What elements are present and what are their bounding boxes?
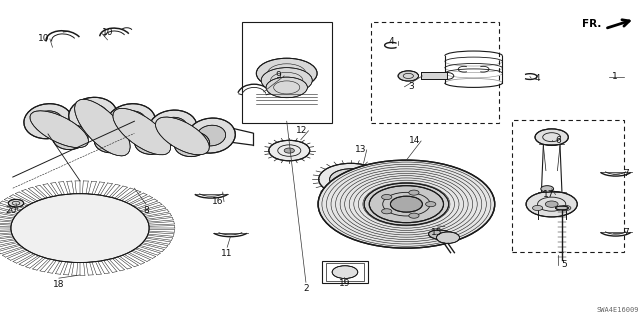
- Text: 8: 8: [143, 206, 148, 215]
- Ellipse shape: [182, 137, 202, 151]
- Circle shape: [532, 205, 543, 211]
- Circle shape: [526, 191, 577, 217]
- Circle shape: [136, 119, 145, 124]
- Circle shape: [436, 232, 460, 243]
- Circle shape: [369, 186, 444, 223]
- Circle shape: [266, 77, 307, 98]
- Ellipse shape: [75, 99, 130, 156]
- Circle shape: [261, 68, 312, 93]
- Text: 9: 9: [275, 71, 280, 80]
- Circle shape: [364, 183, 449, 225]
- Text: 3: 3: [408, 82, 413, 91]
- Circle shape: [8, 199, 24, 207]
- Circle shape: [54, 241, 67, 248]
- Circle shape: [319, 163, 383, 195]
- Text: 7: 7: [623, 228, 628, 237]
- Circle shape: [284, 148, 294, 153]
- Circle shape: [11, 194, 149, 263]
- Circle shape: [409, 213, 419, 218]
- Circle shape: [93, 208, 106, 215]
- Text: 11: 11: [221, 249, 233, 258]
- Circle shape: [178, 126, 187, 130]
- Circle shape: [17, 197, 143, 259]
- Text: 5: 5: [562, 260, 567, 269]
- Circle shape: [332, 266, 358, 278]
- Circle shape: [330, 169, 372, 190]
- Text: 16: 16: [212, 197, 223, 206]
- Circle shape: [112, 225, 125, 231]
- Circle shape: [345, 176, 356, 182]
- Circle shape: [545, 201, 558, 207]
- Ellipse shape: [94, 128, 130, 153]
- Ellipse shape: [134, 130, 170, 154]
- Bar: [242, 22, 332, 123]
- Ellipse shape: [52, 125, 88, 150]
- Text: 14: 14: [409, 137, 420, 145]
- Ellipse shape: [30, 111, 88, 148]
- Ellipse shape: [148, 110, 197, 145]
- Circle shape: [426, 202, 436, 207]
- Text: 6: 6: [556, 137, 561, 145]
- Ellipse shape: [24, 104, 72, 139]
- Ellipse shape: [429, 230, 454, 240]
- Ellipse shape: [102, 133, 122, 147]
- Ellipse shape: [158, 117, 188, 138]
- Circle shape: [318, 160, 495, 248]
- Ellipse shape: [142, 135, 163, 149]
- Ellipse shape: [60, 130, 81, 144]
- Circle shape: [35, 225, 48, 231]
- Text: 20: 20: [6, 206, 17, 215]
- Circle shape: [409, 190, 419, 195]
- Circle shape: [381, 209, 392, 214]
- Bar: [421, 72, 447, 79]
- Text: 17: 17: [543, 190, 555, 199]
- Circle shape: [541, 186, 554, 192]
- Bar: [371, 22, 499, 123]
- Circle shape: [54, 208, 67, 215]
- Text: SWA4E16009: SWA4E16009: [596, 307, 639, 313]
- Ellipse shape: [556, 206, 568, 210]
- Text: 1: 1: [612, 72, 617, 81]
- Circle shape: [398, 71, 419, 81]
- Ellipse shape: [68, 97, 117, 132]
- Text: 4: 4: [535, 74, 540, 83]
- Text: 7: 7: [623, 169, 628, 178]
- Ellipse shape: [116, 111, 146, 131]
- Circle shape: [535, 129, 568, 145]
- Text: 12: 12: [296, 126, 308, 135]
- Circle shape: [381, 195, 392, 200]
- Bar: [326, 263, 364, 281]
- Text: 10: 10: [38, 34, 49, 43]
- Ellipse shape: [107, 104, 156, 139]
- Ellipse shape: [156, 117, 209, 155]
- Circle shape: [390, 196, 422, 212]
- Bar: [421, 72, 447, 79]
- Circle shape: [269, 140, 310, 161]
- Text: 13: 13: [355, 145, 366, 154]
- Text: 19: 19: [339, 279, 350, 288]
- Text: 10: 10: [102, 28, 113, 37]
- Ellipse shape: [78, 105, 108, 125]
- Text: FR.: FR.: [582, 19, 602, 29]
- Circle shape: [53, 119, 62, 124]
- Ellipse shape: [174, 132, 210, 157]
- Circle shape: [257, 58, 317, 89]
- Text: 4: 4: [389, 37, 394, 46]
- Circle shape: [561, 205, 571, 211]
- Ellipse shape: [187, 118, 236, 153]
- Bar: [322, 261, 368, 283]
- Ellipse shape: [196, 125, 226, 146]
- Text: 15: 15: [431, 228, 443, 237]
- Text: 18: 18: [53, 280, 65, 289]
- Ellipse shape: [113, 108, 171, 155]
- Ellipse shape: [33, 111, 63, 131]
- Text: 2: 2: [303, 284, 308, 293]
- Circle shape: [93, 241, 106, 248]
- Circle shape: [98, 113, 107, 117]
- Bar: [512, 120, 624, 252]
